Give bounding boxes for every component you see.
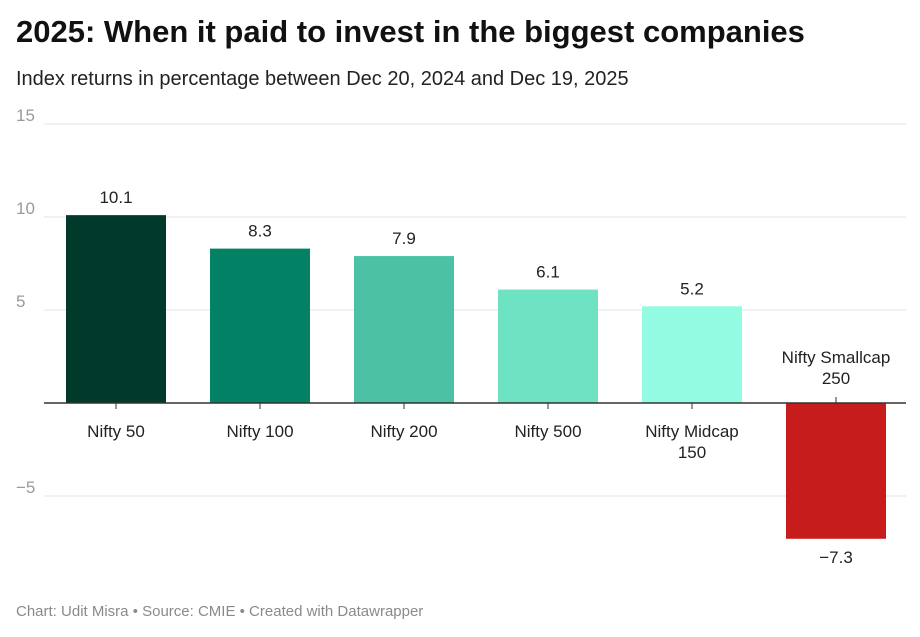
y-tick-label: −5 [16, 478, 35, 497]
bar [642, 306, 742, 403]
chart-footer: Chart: Udit Misra • Source: CMIE • Creat… [16, 603, 424, 620]
x-tick-label: Nifty 50 [87, 422, 145, 441]
chart-title: 2025: When it paid to invest in the bigg… [16, 14, 805, 49]
x-tick-label: Nifty 500 [514, 422, 581, 441]
x-tick-label: Nifty 200 [370, 422, 437, 441]
x-tick-label: Nifty Midcap [645, 422, 739, 441]
data-label: 8.3 [248, 222, 272, 241]
y-tick-label: 5 [16, 292, 25, 311]
x-tick-label: Nifty Smallcap [782, 348, 891, 367]
data-label: −7.3 [819, 548, 853, 567]
data-label: 5.2 [680, 279, 704, 298]
y-tick-label: 10 [16, 199, 35, 218]
data-label: 7.9 [392, 229, 416, 248]
bar [66, 215, 166, 403]
x-tick-label: Nifty 100 [226, 422, 293, 441]
bar [354, 256, 454, 403]
y-tick-label: 15 [16, 106, 35, 125]
data-label: 6.1 [536, 263, 560, 282]
data-label: 10.1 [99, 188, 132, 207]
bar [210, 248, 310, 403]
bar [786, 403, 886, 539]
chart-subtitle: Index returns in percentage between Dec … [16, 68, 629, 90]
bar [498, 289, 598, 403]
x-tick-label: 250 [822, 369, 850, 388]
x-tick-label: 150 [678, 443, 706, 462]
